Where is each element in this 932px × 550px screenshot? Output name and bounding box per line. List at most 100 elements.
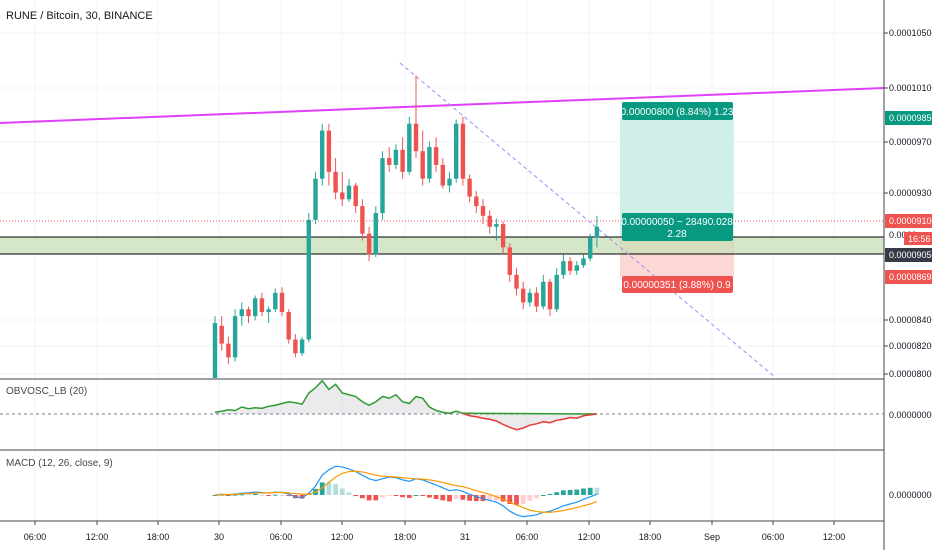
target-label-box[interactable]: 0.00000800 (8.84%) 1.23	[621, 102, 734, 120]
macd-signal-line[interactable]	[214, 470, 598, 513]
support-zone[interactable]	[0, 237, 884, 254]
candle-body	[232, 316, 238, 358]
candle-body	[500, 224, 506, 248]
macd-hist-bar	[272, 494, 278, 496]
candle-body	[293, 339, 298, 354]
obv-indicator-label[interactable]: OBVOSC_LB (20)	[4, 385, 90, 398]
main-pane-grid	[0, 0, 884, 521]
obv-fill-area	[215, 380, 597, 430]
candle-body	[373, 213, 378, 255]
candle-body	[387, 158, 392, 165]
macd-hist-bar	[246, 494, 251, 496]
macd-hist-bar	[360, 495, 365, 499]
macd-hist-bar	[547, 493, 553, 495]
target-label-text: 0.00000800 (8.84%) 1.23	[621, 107, 734, 118]
countdown-tag	[904, 232, 932, 245]
macd-hist-bar	[514, 495, 519, 505]
price-axis[interactable]: 0.00010500 0.00010100 0.00009700 0.00009300…	[884, 28, 932, 379]
obv-line-negative[interactable]	[462, 412, 597, 431]
entry-price-tag-text: 0.00009050	[889, 250, 932, 260]
candle-body	[279, 292, 285, 313]
entry-label-line2: 2.28	[667, 229, 687, 240]
candle-body	[567, 261, 573, 271]
candle-body	[346, 185, 352, 200]
price-axis-tick: 0.00010100	[889, 83, 932, 93]
macd-hist-bar	[561, 490, 566, 495]
time-axis-tick: 12:00	[86, 532, 109, 542]
macd-hist-bar	[346, 492, 352, 495]
macd-hist-bar	[473, 495, 479, 502]
macd-hist-bar	[467, 495, 472, 501]
candle-body	[407, 123, 412, 172]
candle-body	[286, 312, 291, 340]
candle-body	[574, 265, 579, 271]
price-axis-tick: 0.00008400	[889, 315, 932, 325]
time-axis-tick: 31	[460, 532, 470, 542]
macd-line[interactable]	[214, 465, 598, 518]
price-axis-tick: 0.00008000	[889, 369, 932, 379]
time-axis-tick: 12:00	[823, 532, 846, 542]
time-axis[interactable]: 06:00 12:00 18:00 30 06:00 12:00 18:00 31 06:00 1…	[24, 521, 846, 542]
macd-hist-bar	[393, 495, 399, 496]
candle-body	[541, 281, 546, 307]
target-price-tag-text: 0.00009850	[889, 113, 932, 123]
macd-hist-bar	[386, 495, 392, 496]
macd-hist-bar	[460, 495, 466, 500]
candle-body	[353, 185, 358, 207]
macd-indicator-label[interactable]: MACD (12, 26, close, 9)	[4, 457, 115, 470]
macd-hist-bar	[380, 495, 385, 498]
macd-hist-bar	[581, 488, 586, 495]
candle-body	[547, 281, 553, 310]
candle-body	[554, 274, 559, 310]
candle-body	[420, 151, 425, 179]
stop-label-text: 0.00000351 (3.88%) 0.9	[623, 280, 731, 291]
time-axis-tick: 12:00	[331, 532, 354, 542]
candle-body	[594, 226, 600, 238]
candle-body	[239, 309, 244, 317]
obv-line-positive[interactable]	[214, 379, 597, 415]
macd-hist-bar	[413, 495, 419, 496]
candle-body	[480, 206, 486, 216]
macd-hist-bar	[339, 488, 345, 495]
macd-hist-bar	[299, 495, 305, 499]
candle-body	[527, 292, 533, 303]
time-axis-tick: 06:00	[270, 532, 293, 542]
candle-body	[413, 123, 419, 152]
candle-body	[299, 339, 305, 354]
candle-body	[487, 215, 492, 227]
entry-label-line1: 0.00000050 ~ 28490.028	[621, 217, 733, 228]
candle-body	[333, 171, 338, 193]
macd-histogram	[212, 482, 600, 505]
macd-hist-bar	[366, 495, 372, 501]
price-axis-tick: 0.00010500	[889, 28, 932, 38]
entry-label-box[interactable]: 0.00000050 ~ 28490.028 2.28	[621, 213, 733, 241]
candle-body	[581, 258, 586, 266]
macd-hist-bar	[319, 482, 325, 495]
stop-label-box[interactable]: 0.00000351 (3.88%) 0.9	[622, 276, 733, 293]
time-axis-tick: 18:00	[639, 532, 662, 542]
macd-axis-zero: 0.00000000	[889, 490, 932, 500]
macd-hist-bar	[406, 495, 412, 498]
macd-hist-bar	[587, 487, 593, 495]
macd-hist-bar	[440, 495, 446, 501]
price-axis-tick: 0.00009300	[889, 188, 932, 198]
candle-body	[534, 292, 539, 307]
candle-body	[521, 288, 526, 303]
macd-hist-bar	[540, 495, 546, 496]
macd-hist-bar	[279, 495, 285, 496]
price-axis-tick: 0.00009700	[889, 137, 932, 147]
stop-price-tag-text: 0.00008699	[889, 272, 932, 282]
macd-hist-bar	[447, 495, 452, 502]
obv-axis-zero: 0.00000000	[889, 410, 932, 420]
macd-hist-bar	[594, 487, 600, 495]
candle-body	[253, 298, 258, 317]
resistance-trendline[interactable]	[0, 87, 885, 124]
dashed-trendline[interactable]	[399, 62, 776, 378]
symbol-title[interactable]: RUNE / Bitcoin, 30, BINANCE	[4, 9, 155, 23]
entry-price-tag	[885, 248, 932, 262]
macd-hist-bar	[500, 495, 506, 502]
macd-hist-bar	[286, 495, 292, 497]
candle-body	[326, 130, 332, 172]
candle-body	[273, 292, 278, 310]
